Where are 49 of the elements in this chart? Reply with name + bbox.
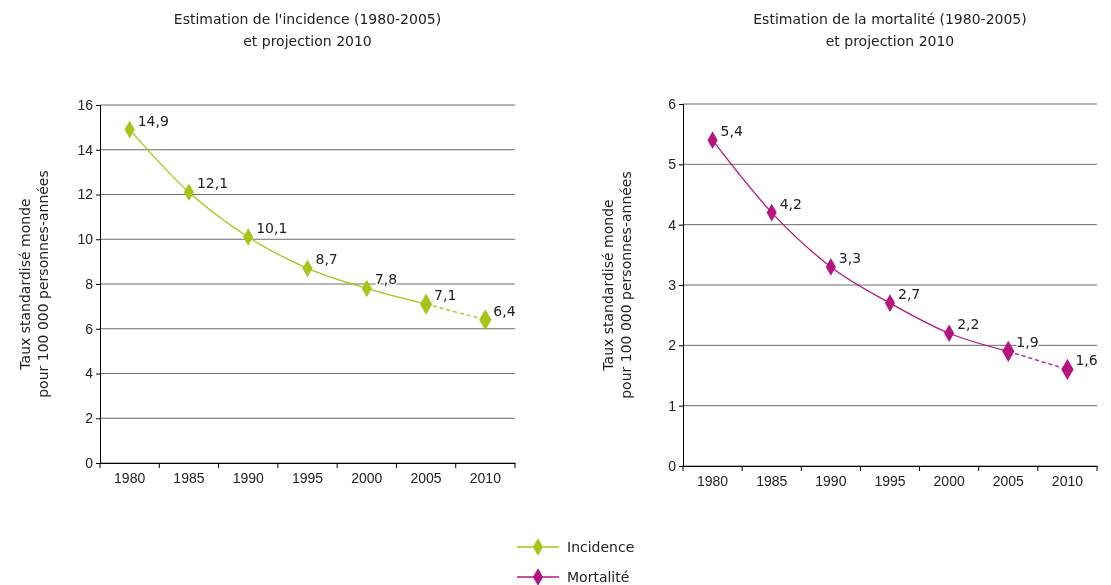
data-label: 10,1 [256, 220, 288, 237]
x-tick-label: 1990 [815, 472, 847, 489]
x-tick-label: 1985 [756, 472, 788, 489]
chart-title: Estimation de l'incidence (1980-2005) et projection 2010 [173, 11, 442, 49]
y-axis-title: Taux standardisé monde pour 100 000 personnes-années [600, 171, 634, 399]
y-tick-label: 5 [668, 156, 677, 173]
data-label: 14,9 [137, 112, 169, 129]
y-tick-label: 14 [77, 141, 94, 158]
y-tick-label: 0 [668, 457, 677, 474]
legend-label: Incidence [567, 539, 635, 555]
x-tick-label: 2005 [992, 472, 1025, 489]
y-tick-label: 6 [85, 320, 94, 337]
y-tick-label: 6 [668, 95, 677, 112]
data-label: 5,4 [720, 123, 743, 140]
y-tick-label: 2 [668, 337, 677, 354]
data-label: 2,2 [957, 316, 980, 333]
data-label: 1,6 [1075, 352, 1098, 369]
y-tick-label: 0 [85, 454, 94, 471]
y-tick-label: 12 [77, 186, 94, 203]
data-label: 6,4 [493, 302, 516, 319]
x-tick-label: 2005 [410, 469, 442, 486]
x-tick-label: 1985 [173, 469, 205, 486]
x-tick-label: 2010 [469, 469, 502, 486]
x-tick-label: 2000 [933, 472, 965, 489]
x-tick-label: 1990 [232, 469, 264, 486]
chart-title: Estimation de la mortalité (1980-2005) et projection 2010 [753, 11, 1027, 49]
x-tick-label: 1995 [291, 469, 324, 486]
data-label: 3,3 [838, 249, 862, 266]
data-label: 8,7 [315, 251, 338, 268]
data-label: 2,7 [898, 286, 921, 303]
data-label: 7,1 [434, 287, 457, 304]
y-tick-label: 16 [77, 96, 94, 113]
data-label: 4,2 [779, 195, 802, 212]
y-tick-label: 8 [85, 275, 94, 292]
y-tick-label: 2 [85, 410, 94, 427]
x-tick-label: 2000 [351, 469, 383, 486]
legend-label: Mortalité [567, 569, 630, 585]
y-tick-label: 1 [668, 397, 677, 414]
data-label: 12,1 [196, 175, 229, 192]
y-tick-label: 3 [668, 276, 677, 293]
x-tick-label: 1980 [114, 469, 146, 486]
data-label: 7,8 [374, 271, 398, 288]
y-axis-title: Taux standardisé monde pour 100 000 personnes-années [17, 170, 51, 398]
y-tick-label: 4 [85, 365, 94, 382]
x-tick-label: 1980 [696, 472, 729, 489]
x-tick-label: 2010 [1051, 472, 1084, 489]
x-tick-label: 1995 [874, 472, 906, 489]
y-tick-label: 10 [77, 231, 94, 248]
y-tick-label: 4 [668, 216, 677, 233]
